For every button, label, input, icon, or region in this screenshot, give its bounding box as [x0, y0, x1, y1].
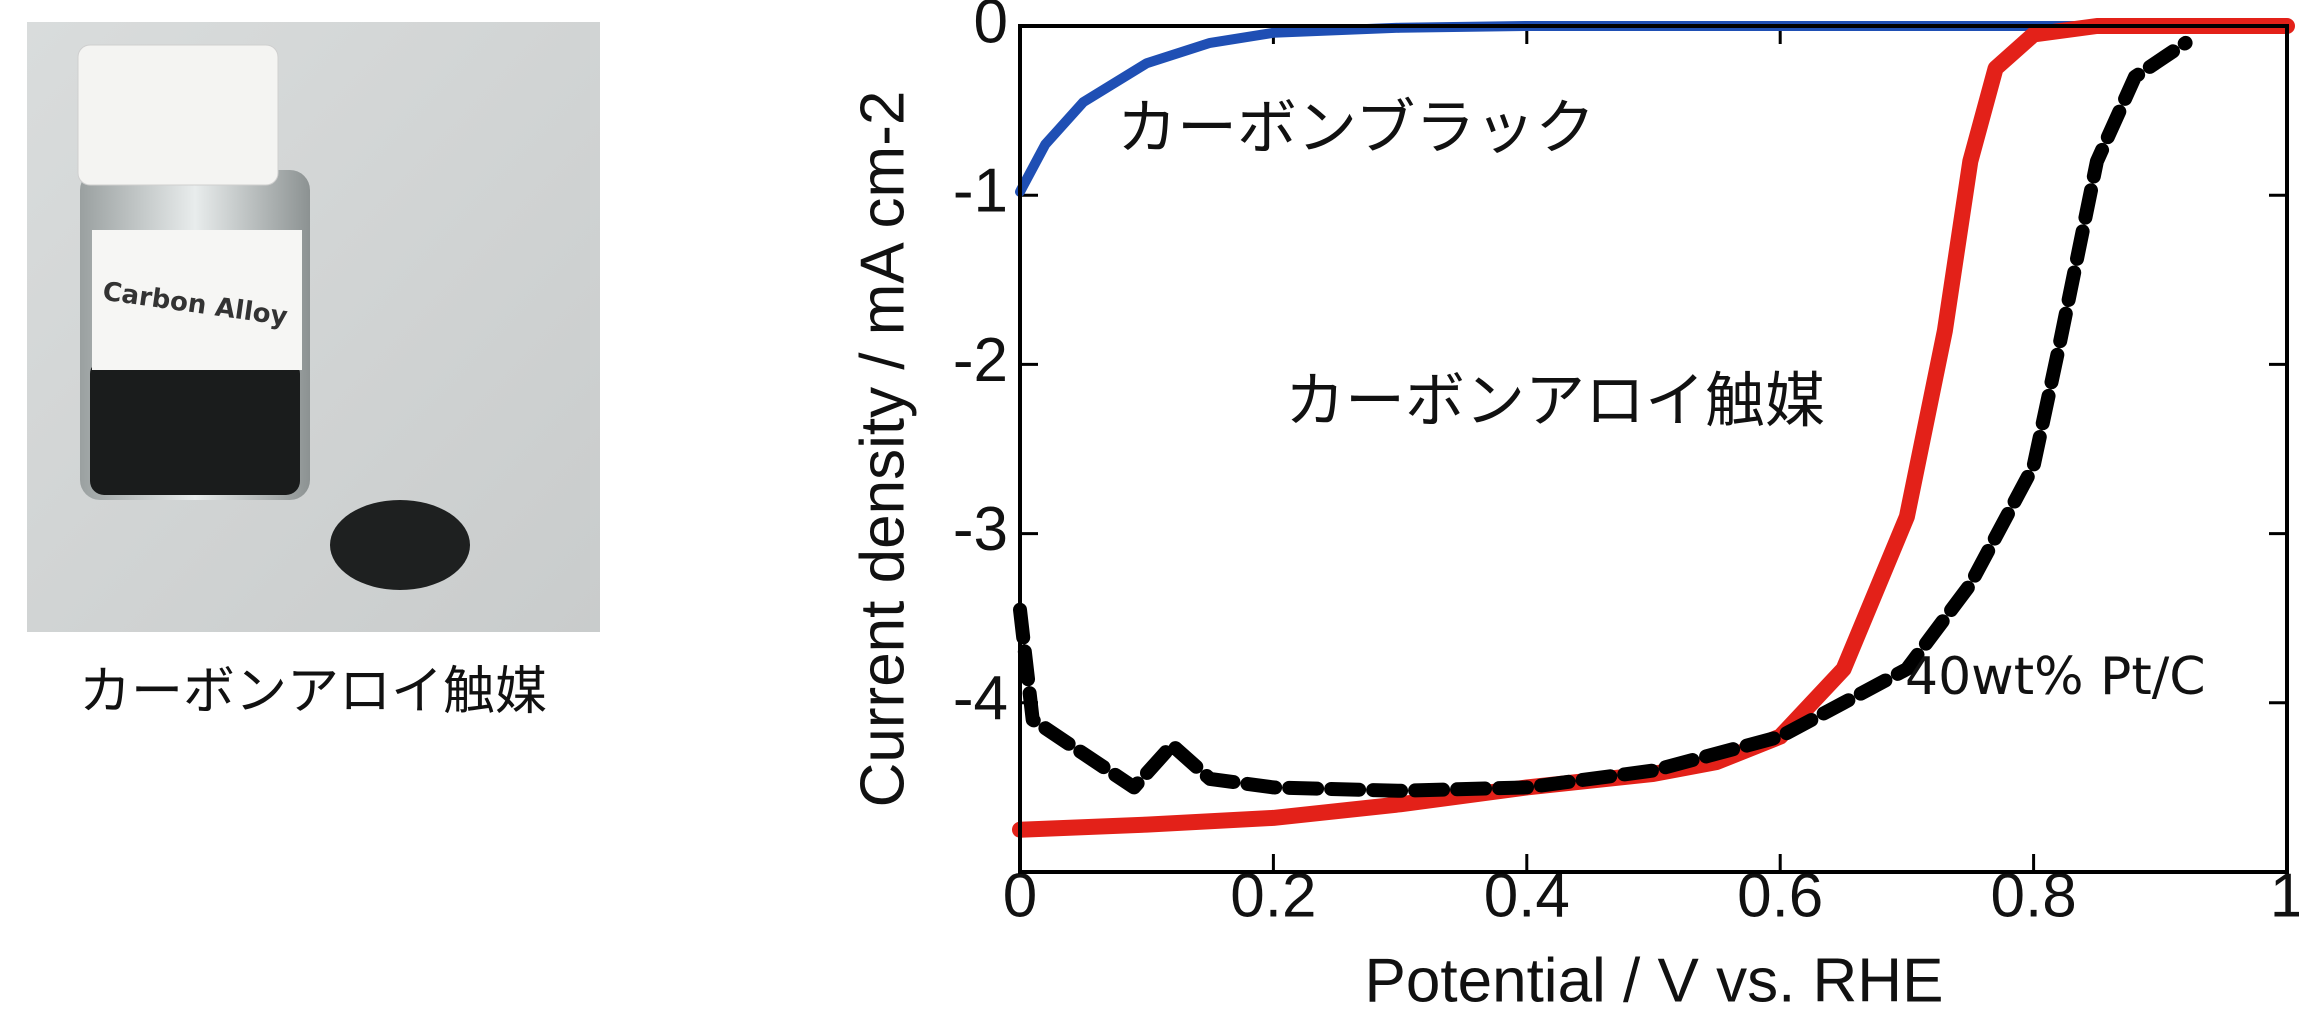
y-tick-label: -1	[953, 157, 1008, 226]
y-tick-label: -2	[953, 326, 1008, 395]
vial-label	[92, 230, 302, 370]
plot-frame	[1018, 24, 2289, 874]
series-line	[1013, 35, 2193, 798]
series-label: カーボンブラック	[1117, 94, 1595, 164]
vial-powder	[90, 360, 300, 495]
series-label: カーボンアロイ触媒	[1285, 367, 1825, 437]
series-label: 40wt% Pt/C	[1905, 647, 2206, 707]
chart: Potential / V vs. RHE Current density / …	[848, 0, 2299, 1015]
photo-caption: カーボンアロイ触媒	[79, 662, 547, 722]
y-axis-label: Current density / mA cm-2	[848, 91, 917, 808]
y-tick-label: -4	[953, 664, 1008, 733]
vial-cap	[77, 44, 279, 186]
powder-pile	[330, 500, 470, 590]
x-axis-label: Potential / V vs. RHE	[1365, 946, 1944, 1015]
y-tick-label: 0	[974, 0, 1008, 56]
series-line	[1012, 18, 2295, 838]
photo: Carbon Alloy カーボンアロイ触媒	[27, 22, 600, 722]
y-tick-label: -3	[953, 495, 1008, 564]
